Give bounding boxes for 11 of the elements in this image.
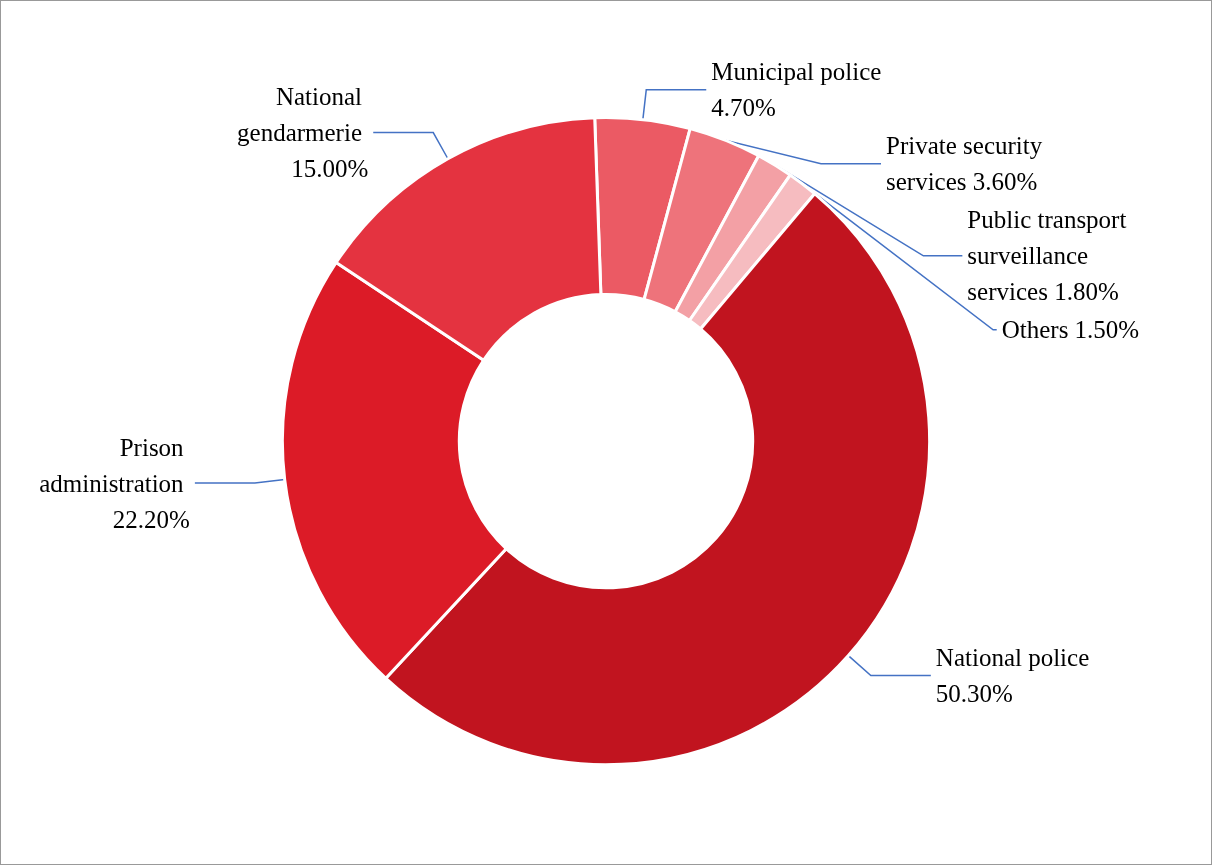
data-label: 50.30% <box>935 679 1013 707</box>
slice-label: National gendarmerie <box>237 83 369 147</box>
slice-label: Private security services 3.60% <box>886 132 1049 196</box>
data-label: 22.20% <box>112 505 190 533</box>
slice-label: Public transport surveillance services 1.80% <box>967 206 1133 306</box>
data-label: 4.70% <box>711 94 776 122</box>
slice-label: Prison administration <box>39 433 190 497</box>
slice-label: National police <box>935 643 1096 671</box>
data-label: 15.00% <box>291 155 369 183</box>
slice-label: Others 1.50% <box>1001 316 1140 344</box>
slice-label: Municipal police <box>711 58 888 86</box>
